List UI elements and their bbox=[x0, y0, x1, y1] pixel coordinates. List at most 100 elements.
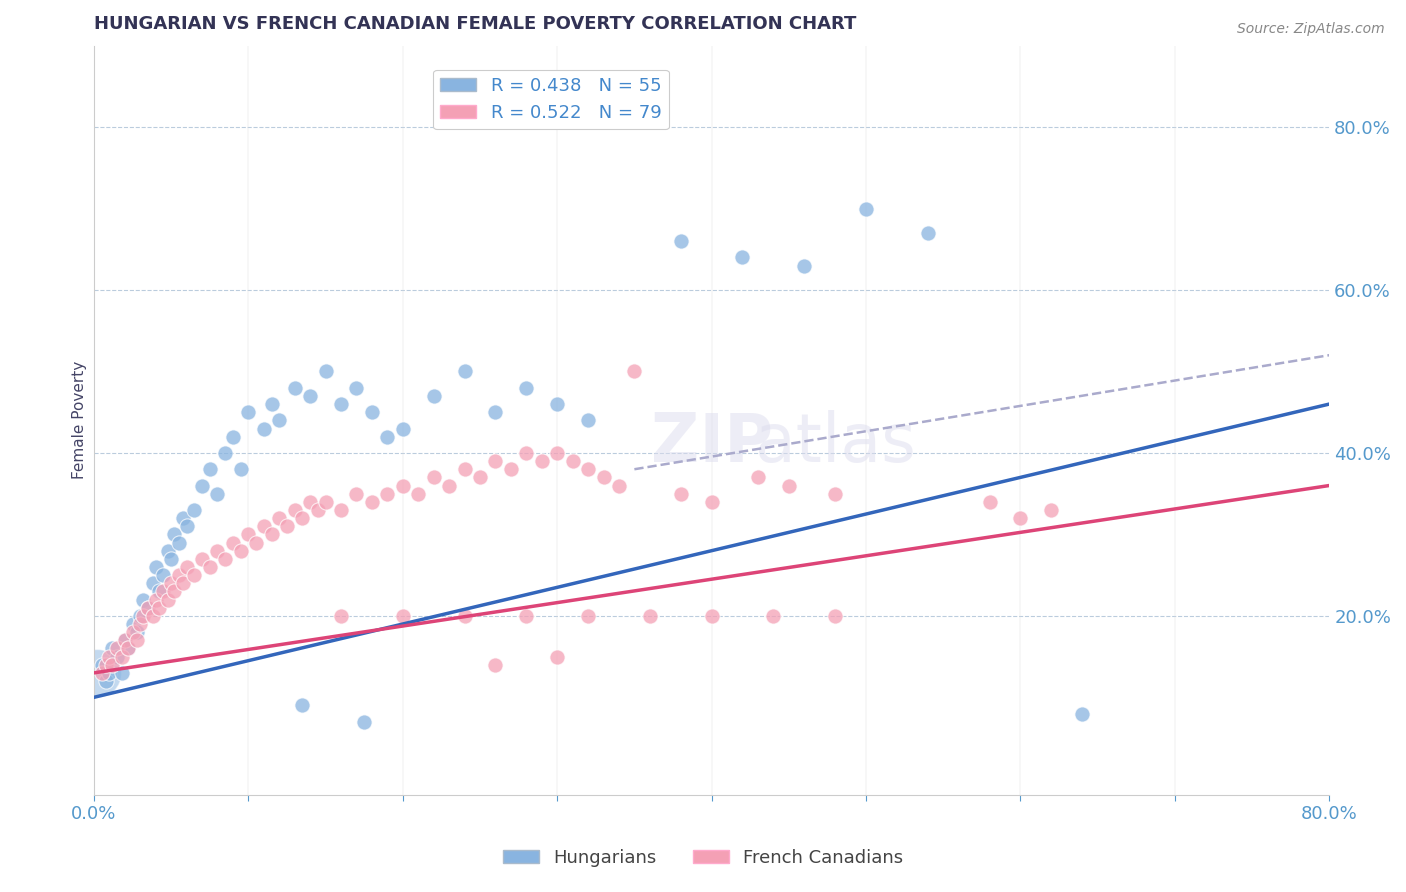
Point bbox=[96, 657, 118, 672]
Point bbox=[484, 657, 506, 672]
Point bbox=[191, 552, 214, 566]
Point bbox=[90, 657, 112, 672]
Point bbox=[375, 486, 398, 500]
Point bbox=[96, 673, 118, 688]
Point bbox=[105, 641, 128, 656]
Point bbox=[576, 608, 599, 623]
Point bbox=[142, 608, 165, 623]
Point bbox=[375, 430, 398, 444]
Point bbox=[576, 462, 599, 476]
Point bbox=[145, 592, 167, 607]
Point bbox=[468, 470, 491, 484]
Point bbox=[499, 462, 522, 476]
Point bbox=[111, 665, 134, 680]
Point bbox=[167, 535, 190, 549]
Point bbox=[173, 576, 195, 591]
Point bbox=[530, 454, 553, 468]
Point bbox=[291, 698, 314, 713]
Point bbox=[315, 495, 337, 509]
Point bbox=[117, 641, 139, 656]
Point bbox=[163, 584, 186, 599]
Point bbox=[391, 421, 413, 435]
Point bbox=[142, 576, 165, 591]
Point bbox=[121, 625, 143, 640]
Point bbox=[346, 486, 368, 500]
Point bbox=[484, 405, 506, 419]
Point bbox=[299, 495, 322, 509]
Point bbox=[330, 503, 353, 517]
Point bbox=[129, 608, 152, 623]
Point bbox=[592, 470, 614, 484]
Point bbox=[546, 446, 568, 460]
Point bbox=[515, 381, 537, 395]
Point bbox=[238, 405, 260, 419]
Point bbox=[101, 641, 124, 656]
Point bbox=[700, 608, 723, 623]
Point bbox=[1071, 706, 1094, 721]
Point bbox=[353, 714, 375, 729]
Point bbox=[176, 519, 198, 533]
Point bbox=[299, 389, 322, 403]
Point bbox=[86, 665, 108, 680]
Point bbox=[607, 478, 630, 492]
Point bbox=[157, 592, 180, 607]
Point bbox=[260, 527, 283, 541]
Point bbox=[260, 397, 283, 411]
Point bbox=[111, 649, 134, 664]
Point bbox=[214, 552, 236, 566]
Point bbox=[160, 552, 183, 566]
Point bbox=[422, 389, 444, 403]
Point bbox=[229, 543, 252, 558]
Point bbox=[90, 665, 112, 680]
Point bbox=[222, 535, 245, 549]
Point bbox=[198, 560, 221, 574]
Point bbox=[129, 617, 152, 632]
Point bbox=[238, 527, 260, 541]
Point bbox=[245, 535, 267, 549]
Point bbox=[484, 454, 506, 468]
Point bbox=[148, 584, 170, 599]
Text: ZIP: ZIP bbox=[651, 409, 772, 475]
Point bbox=[101, 657, 124, 672]
Point bbox=[576, 413, 599, 427]
Point bbox=[561, 454, 583, 468]
Point bbox=[207, 486, 229, 500]
Point bbox=[669, 486, 692, 500]
Point bbox=[855, 202, 877, 216]
Point bbox=[214, 446, 236, 460]
Legend: R = 0.438   N = 55, R = 0.522   N = 79: R = 0.438 N = 55, R = 0.522 N = 79 bbox=[433, 70, 669, 129]
Point bbox=[183, 568, 205, 582]
Point bbox=[269, 511, 291, 525]
Point bbox=[453, 462, 475, 476]
Point bbox=[207, 543, 229, 558]
Point bbox=[117, 641, 139, 656]
Point bbox=[160, 576, 183, 591]
Text: HUNGARIAN VS FRENCH CANADIAN FEMALE POVERTY CORRELATION CHART: HUNGARIAN VS FRENCH CANADIAN FEMALE POVE… bbox=[94, 15, 856, 33]
Legend: Hungarians, French Canadians: Hungarians, French Canadians bbox=[495, 842, 911, 874]
Point bbox=[127, 633, 149, 648]
Point bbox=[284, 381, 307, 395]
Point bbox=[173, 511, 195, 525]
Point bbox=[276, 519, 298, 533]
Point bbox=[152, 568, 174, 582]
Point bbox=[391, 478, 413, 492]
Point bbox=[145, 560, 167, 574]
Point bbox=[114, 633, 136, 648]
Point bbox=[1010, 511, 1032, 525]
Point bbox=[136, 600, 159, 615]
Point bbox=[453, 364, 475, 378]
Point bbox=[229, 462, 252, 476]
Point bbox=[148, 600, 170, 615]
Point bbox=[157, 543, 180, 558]
Point bbox=[121, 617, 143, 632]
Point bbox=[183, 503, 205, 517]
Point bbox=[253, 519, 276, 533]
Point bbox=[291, 511, 314, 525]
Point bbox=[167, 568, 190, 582]
Point bbox=[105, 649, 128, 664]
Text: atlas: atlas bbox=[755, 409, 915, 475]
Point bbox=[731, 251, 754, 265]
Point bbox=[330, 608, 353, 623]
Text: Source: ZipAtlas.com: Source: ZipAtlas.com bbox=[1237, 22, 1385, 37]
Point bbox=[222, 430, 245, 444]
